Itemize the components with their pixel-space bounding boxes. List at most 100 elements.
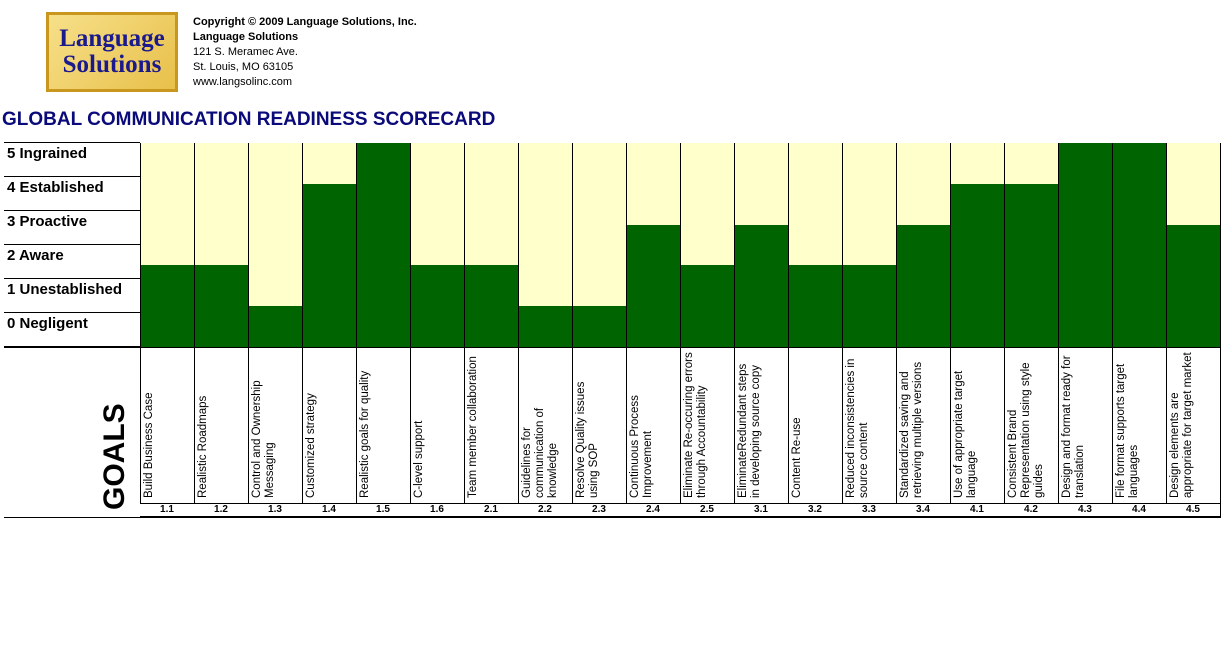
goal-label: Standardized saving and retrieving multi… bbox=[896, 348, 950, 503]
goal-label: Content Re-use bbox=[788, 348, 842, 503]
goal-label: Control and Ownership Messaging bbox=[248, 348, 302, 503]
goal-label: Realistic goals for quality bbox=[356, 348, 410, 503]
score-bar bbox=[843, 265, 896, 347]
goal-text: C-level support bbox=[413, 420, 425, 498]
goal-label: Design elements are appropriate for targ… bbox=[1166, 348, 1220, 503]
goal-text: Resolve Quality issues using SOP bbox=[575, 381, 600, 498]
score-bar bbox=[195, 265, 248, 347]
score-column bbox=[896, 143, 950, 347]
goal-label: Guidelines for communication of knowledg… bbox=[518, 348, 572, 503]
level-label: 3 Proactive bbox=[4, 211, 140, 245]
score-bar bbox=[465, 265, 518, 347]
goal-number: 3.3 bbox=[842, 503, 896, 517]
goal-text: Consistent Brand Representation using st… bbox=[1007, 362, 1045, 498]
goal-number: 2.3 bbox=[572, 503, 626, 517]
score-bar bbox=[519, 306, 572, 347]
score-bar bbox=[951, 183, 1004, 347]
goal-number: 4.2 bbox=[1004, 503, 1058, 517]
score-column bbox=[1112, 143, 1166, 347]
goal-label: Continuous Process Improvement bbox=[626, 348, 680, 503]
goal-label: EliminateRedundant steps in developing s… bbox=[734, 348, 788, 503]
goal-number: 2.1 bbox=[464, 503, 518, 517]
score-bar bbox=[627, 224, 680, 347]
score-bar bbox=[249, 306, 302, 347]
goal-text: Content Re-use bbox=[791, 417, 803, 498]
goal-text: Customized strategy bbox=[305, 393, 317, 498]
score-bar bbox=[897, 224, 950, 347]
goal-number: 3.1 bbox=[734, 503, 788, 517]
goal-number: 1.6 bbox=[410, 503, 464, 517]
goal-text: Realistic Roadmaps bbox=[197, 395, 209, 498]
goal-number: 1.2 bbox=[194, 503, 248, 517]
goal-label: Design and format ready for translation bbox=[1058, 348, 1112, 503]
goal-text: Build Business Case bbox=[143, 392, 155, 498]
score-column bbox=[194, 143, 248, 347]
level-label: 2 Aware bbox=[4, 245, 140, 279]
score-column bbox=[302, 143, 356, 347]
chart-bottom-rule bbox=[4, 347, 1221, 348]
goal-text: Realistic goals for quality bbox=[359, 370, 371, 498]
score-bar bbox=[735, 224, 788, 347]
goal-number: 3.4 bbox=[896, 503, 950, 517]
goal-label: Customized strategy bbox=[302, 348, 356, 503]
goal-text: Standardized saving and retrieving multi… bbox=[899, 361, 924, 498]
goal-text: Reduced inconsistencies in source conten… bbox=[845, 358, 870, 498]
level-top-rule bbox=[4, 142, 140, 143]
score-bar bbox=[1167, 224, 1220, 347]
goal-number: 4.1 bbox=[950, 503, 1004, 517]
goal-number: 1.1 bbox=[140, 503, 194, 517]
website: www.langsolinc.com bbox=[193, 76, 293, 88]
goal-label: File format supports target languages bbox=[1112, 348, 1166, 503]
score-bar bbox=[303, 183, 356, 347]
level-label: 1 Unestablished bbox=[4, 279, 140, 313]
score-column bbox=[518, 143, 572, 347]
level-label: 0 Negligent bbox=[4, 313, 140, 347]
score-bar bbox=[1005, 183, 1058, 347]
logo-text: Solutions bbox=[62, 51, 162, 78]
address-line: St. Louis, MO 63105 bbox=[193, 61, 294, 73]
score-column bbox=[410, 143, 464, 347]
score-column bbox=[680, 143, 734, 347]
goal-text: Guidelines for communication of knowledg… bbox=[521, 407, 559, 498]
score-column bbox=[1166, 143, 1220, 347]
score-bar bbox=[789, 265, 842, 347]
score-bar bbox=[141, 265, 194, 347]
company-name: Language Solutions bbox=[193, 31, 299, 43]
goals-label: GOALS bbox=[98, 403, 131, 510]
goal-number: 2.2 bbox=[518, 503, 572, 517]
goal-text: Design and format ready for translation bbox=[1061, 355, 1086, 498]
score-column bbox=[248, 143, 302, 347]
chart-right-rule bbox=[1220, 143, 1221, 517]
goal-number: 1.4 bbox=[302, 503, 356, 517]
score-column bbox=[356, 143, 410, 347]
level-label: 4 Established bbox=[4, 177, 140, 211]
goal-label: C-level support bbox=[410, 348, 464, 503]
goal-label: Consistent Brand Representation using st… bbox=[1004, 348, 1058, 503]
goal-label: Realistic Roadmaps bbox=[194, 348, 248, 503]
level-label: 5 Ingrained bbox=[4, 143, 140, 177]
goal-number: 4.5 bbox=[1166, 503, 1220, 517]
score-column bbox=[950, 143, 1004, 347]
address-line: 121 S. Meramec Ave. bbox=[193, 46, 298, 58]
goal-label: Team member collaboration bbox=[464, 348, 518, 503]
bottom-rule bbox=[4, 517, 1221, 518]
goal-number: 2.4 bbox=[626, 503, 680, 517]
score-bar bbox=[411, 265, 464, 347]
score-column bbox=[140, 143, 194, 347]
company-info: Copyright © 2009 Language Solutions, Inc… bbox=[193, 15, 417, 90]
goal-text: Control and Ownership Messaging bbox=[251, 380, 276, 498]
score-bar bbox=[1113, 143, 1166, 347]
page-title: GLOBAL COMMUNICATION READINESS SCORECARD bbox=[2, 109, 496, 130]
goal-text: EliminateRedundant steps in developing s… bbox=[737, 363, 762, 498]
goal-number: 1.3 bbox=[248, 503, 302, 517]
goal-text: Eliminate Re-occuring errors through Acc… bbox=[683, 352, 708, 498]
score-column bbox=[788, 143, 842, 347]
logo-text: Language bbox=[59, 25, 165, 52]
copyright: Copyright © 2009 Language Solutions, Inc… bbox=[193, 16, 417, 28]
score-bar bbox=[357, 143, 410, 347]
goal-number: 1.5 bbox=[356, 503, 410, 517]
score-bar bbox=[681, 265, 734, 347]
score-column bbox=[1004, 143, 1058, 347]
score-bar bbox=[1059, 143, 1112, 347]
goal-label: Use of appropriate target language bbox=[950, 348, 1004, 503]
